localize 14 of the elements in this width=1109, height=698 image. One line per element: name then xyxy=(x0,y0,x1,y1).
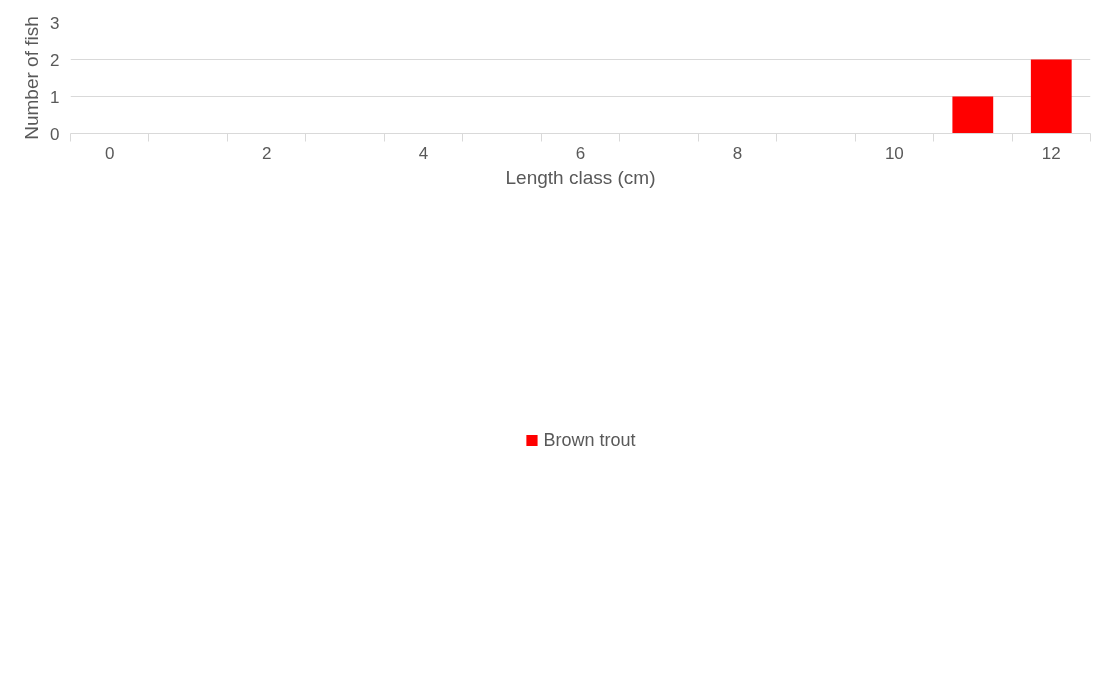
y-tick-label: 3 xyxy=(50,13,60,33)
x-tick-label: 2 xyxy=(261,143,272,163)
y-tick-label: 1 xyxy=(50,87,60,107)
x-tick-label: 4 xyxy=(418,143,429,163)
x-tick-label: 0 xyxy=(105,143,115,163)
x-tick-label: 8 xyxy=(732,143,743,163)
y-tick-label: 0 xyxy=(50,124,60,144)
y-tick-label: 2 xyxy=(50,50,60,70)
x-tick-label: 12 xyxy=(1041,143,1061,163)
x-axis-title: Length class (cm) xyxy=(505,166,656,188)
legend-label: Brown trout xyxy=(543,429,636,451)
x-tick-label: 6 xyxy=(575,143,586,163)
y-axis-title: Number of fish xyxy=(21,16,43,140)
x-tick-label: 10 xyxy=(884,143,904,163)
